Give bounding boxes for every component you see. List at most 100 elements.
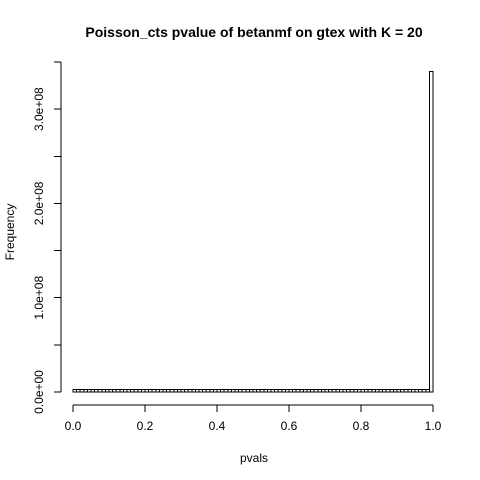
histogram-bar xyxy=(364,389,369,393)
histogram-bar xyxy=(79,389,85,393)
histogram-bar xyxy=(353,389,358,393)
x-axis-label: pvals xyxy=(240,451,268,465)
histogram-bar xyxy=(176,389,182,393)
histogram-bar xyxy=(112,389,117,393)
histogram-bar xyxy=(238,389,243,393)
histogram-bar xyxy=(198,389,204,393)
histogram-bar xyxy=(184,389,189,393)
histogram-bar xyxy=(130,389,135,393)
histogram-bar xyxy=(349,389,355,393)
y-axis-label: Frequency xyxy=(3,204,17,261)
histogram-bar xyxy=(266,389,272,393)
histogram-bar xyxy=(220,389,225,393)
y-tick-label: 0.0e+00 xyxy=(32,370,46,414)
histogram-bar xyxy=(277,389,283,393)
histogram-bar xyxy=(284,389,290,393)
histogram-bar xyxy=(374,389,380,393)
x-tick-label: 0.4 xyxy=(209,419,226,433)
histogram-bar xyxy=(270,389,276,393)
histogram-bar xyxy=(245,389,250,393)
histogram-bar xyxy=(414,389,420,393)
histogram-bar xyxy=(151,389,157,393)
x-tick-label: 0.2 xyxy=(137,419,154,433)
histogram-bar xyxy=(360,389,366,393)
histogram-bar xyxy=(205,389,211,393)
histogram-bar xyxy=(223,389,229,393)
histogram-bar xyxy=(256,389,261,393)
histogram-bar xyxy=(97,389,103,393)
histogram-bars xyxy=(72,70,434,393)
histogram-bar xyxy=(263,389,268,393)
histogram-bar xyxy=(180,389,186,393)
histogram-bar xyxy=(407,389,412,393)
histogram-bar xyxy=(320,389,326,393)
histogram-bar xyxy=(389,389,394,393)
histogram-bar xyxy=(144,389,150,393)
histogram-bar xyxy=(403,389,409,393)
histogram-bar xyxy=(346,389,351,393)
histogram-bar xyxy=(367,389,373,393)
x-axis: 0.0 0.2 0.4 0.6 0.8 1.0 xyxy=(65,404,442,433)
histogram-bar xyxy=(216,389,222,393)
histogram-bar xyxy=(241,389,247,393)
histogram-bar xyxy=(295,389,301,393)
histogram-bar xyxy=(378,389,384,393)
histogram-bar xyxy=(324,389,330,393)
histogram-bar xyxy=(83,389,88,393)
histogram-bar xyxy=(169,389,175,393)
histogram-bar xyxy=(133,389,139,393)
histogram-bar xyxy=(191,389,196,393)
histogram-bar xyxy=(259,389,265,393)
histogram-bar xyxy=(371,389,376,393)
histogram-bar xyxy=(108,389,114,393)
histogram-bar xyxy=(148,389,153,393)
histogram-bar xyxy=(335,389,340,393)
histogram-bar xyxy=(396,389,402,393)
x-tick-label: 0.8 xyxy=(353,419,370,433)
histogram-bar xyxy=(425,389,430,393)
histogram-bar xyxy=(342,389,348,393)
histogram-bar xyxy=(234,389,240,393)
histogram-bar xyxy=(162,389,168,393)
histogram-bar xyxy=(158,389,164,393)
histogram-bar xyxy=(356,389,362,393)
y-tick-label: 3.0e+08 xyxy=(32,87,46,131)
chart-title: Poisson_cts pvalue of betanmf on gtex wi… xyxy=(85,24,422,40)
histogram-bar xyxy=(418,389,423,393)
histogram-bar xyxy=(313,389,319,393)
histogram-bar xyxy=(202,389,207,393)
histogram-bar xyxy=(248,389,254,393)
histogram-bar xyxy=(400,389,405,393)
histogram-bar xyxy=(310,389,315,393)
histogram-bar xyxy=(76,389,81,393)
histogram-bar xyxy=(101,389,106,393)
histogram-bar xyxy=(230,389,236,393)
histogram-bar xyxy=(292,389,297,393)
histogram-bar xyxy=(173,389,178,393)
histogram-bar xyxy=(104,389,110,393)
histogram-bar xyxy=(90,389,96,393)
histogram-bar xyxy=(302,389,308,393)
histogram-bar xyxy=(382,389,387,393)
histogram-bar xyxy=(252,389,258,393)
histogram-bar xyxy=(94,389,99,393)
x-tick-label: 0.0 xyxy=(65,419,82,433)
histogram-bar xyxy=(72,389,78,393)
histogram-bar xyxy=(410,389,416,393)
histogram-bar xyxy=(306,389,312,393)
histogram-bar xyxy=(299,389,304,393)
histogram-bar xyxy=(122,389,128,393)
y-tick-label: 2.0e+08 xyxy=(32,181,46,225)
histogram-bar xyxy=(86,389,92,393)
histogram-bar xyxy=(317,389,322,393)
histogram-bar xyxy=(288,389,294,393)
y-tick-label: 1.0e+08 xyxy=(32,276,46,320)
histogram-bar xyxy=(209,389,214,393)
histogram-bar xyxy=(281,389,286,393)
y-axis: 0.0e+00 1.0e+08 2.0e+08 3.0e+08 xyxy=(32,61,62,414)
histogram-bar xyxy=(126,389,132,393)
histogram-bar xyxy=(115,389,121,393)
histogram-bar xyxy=(421,389,427,393)
histogram-bar xyxy=(328,389,333,393)
